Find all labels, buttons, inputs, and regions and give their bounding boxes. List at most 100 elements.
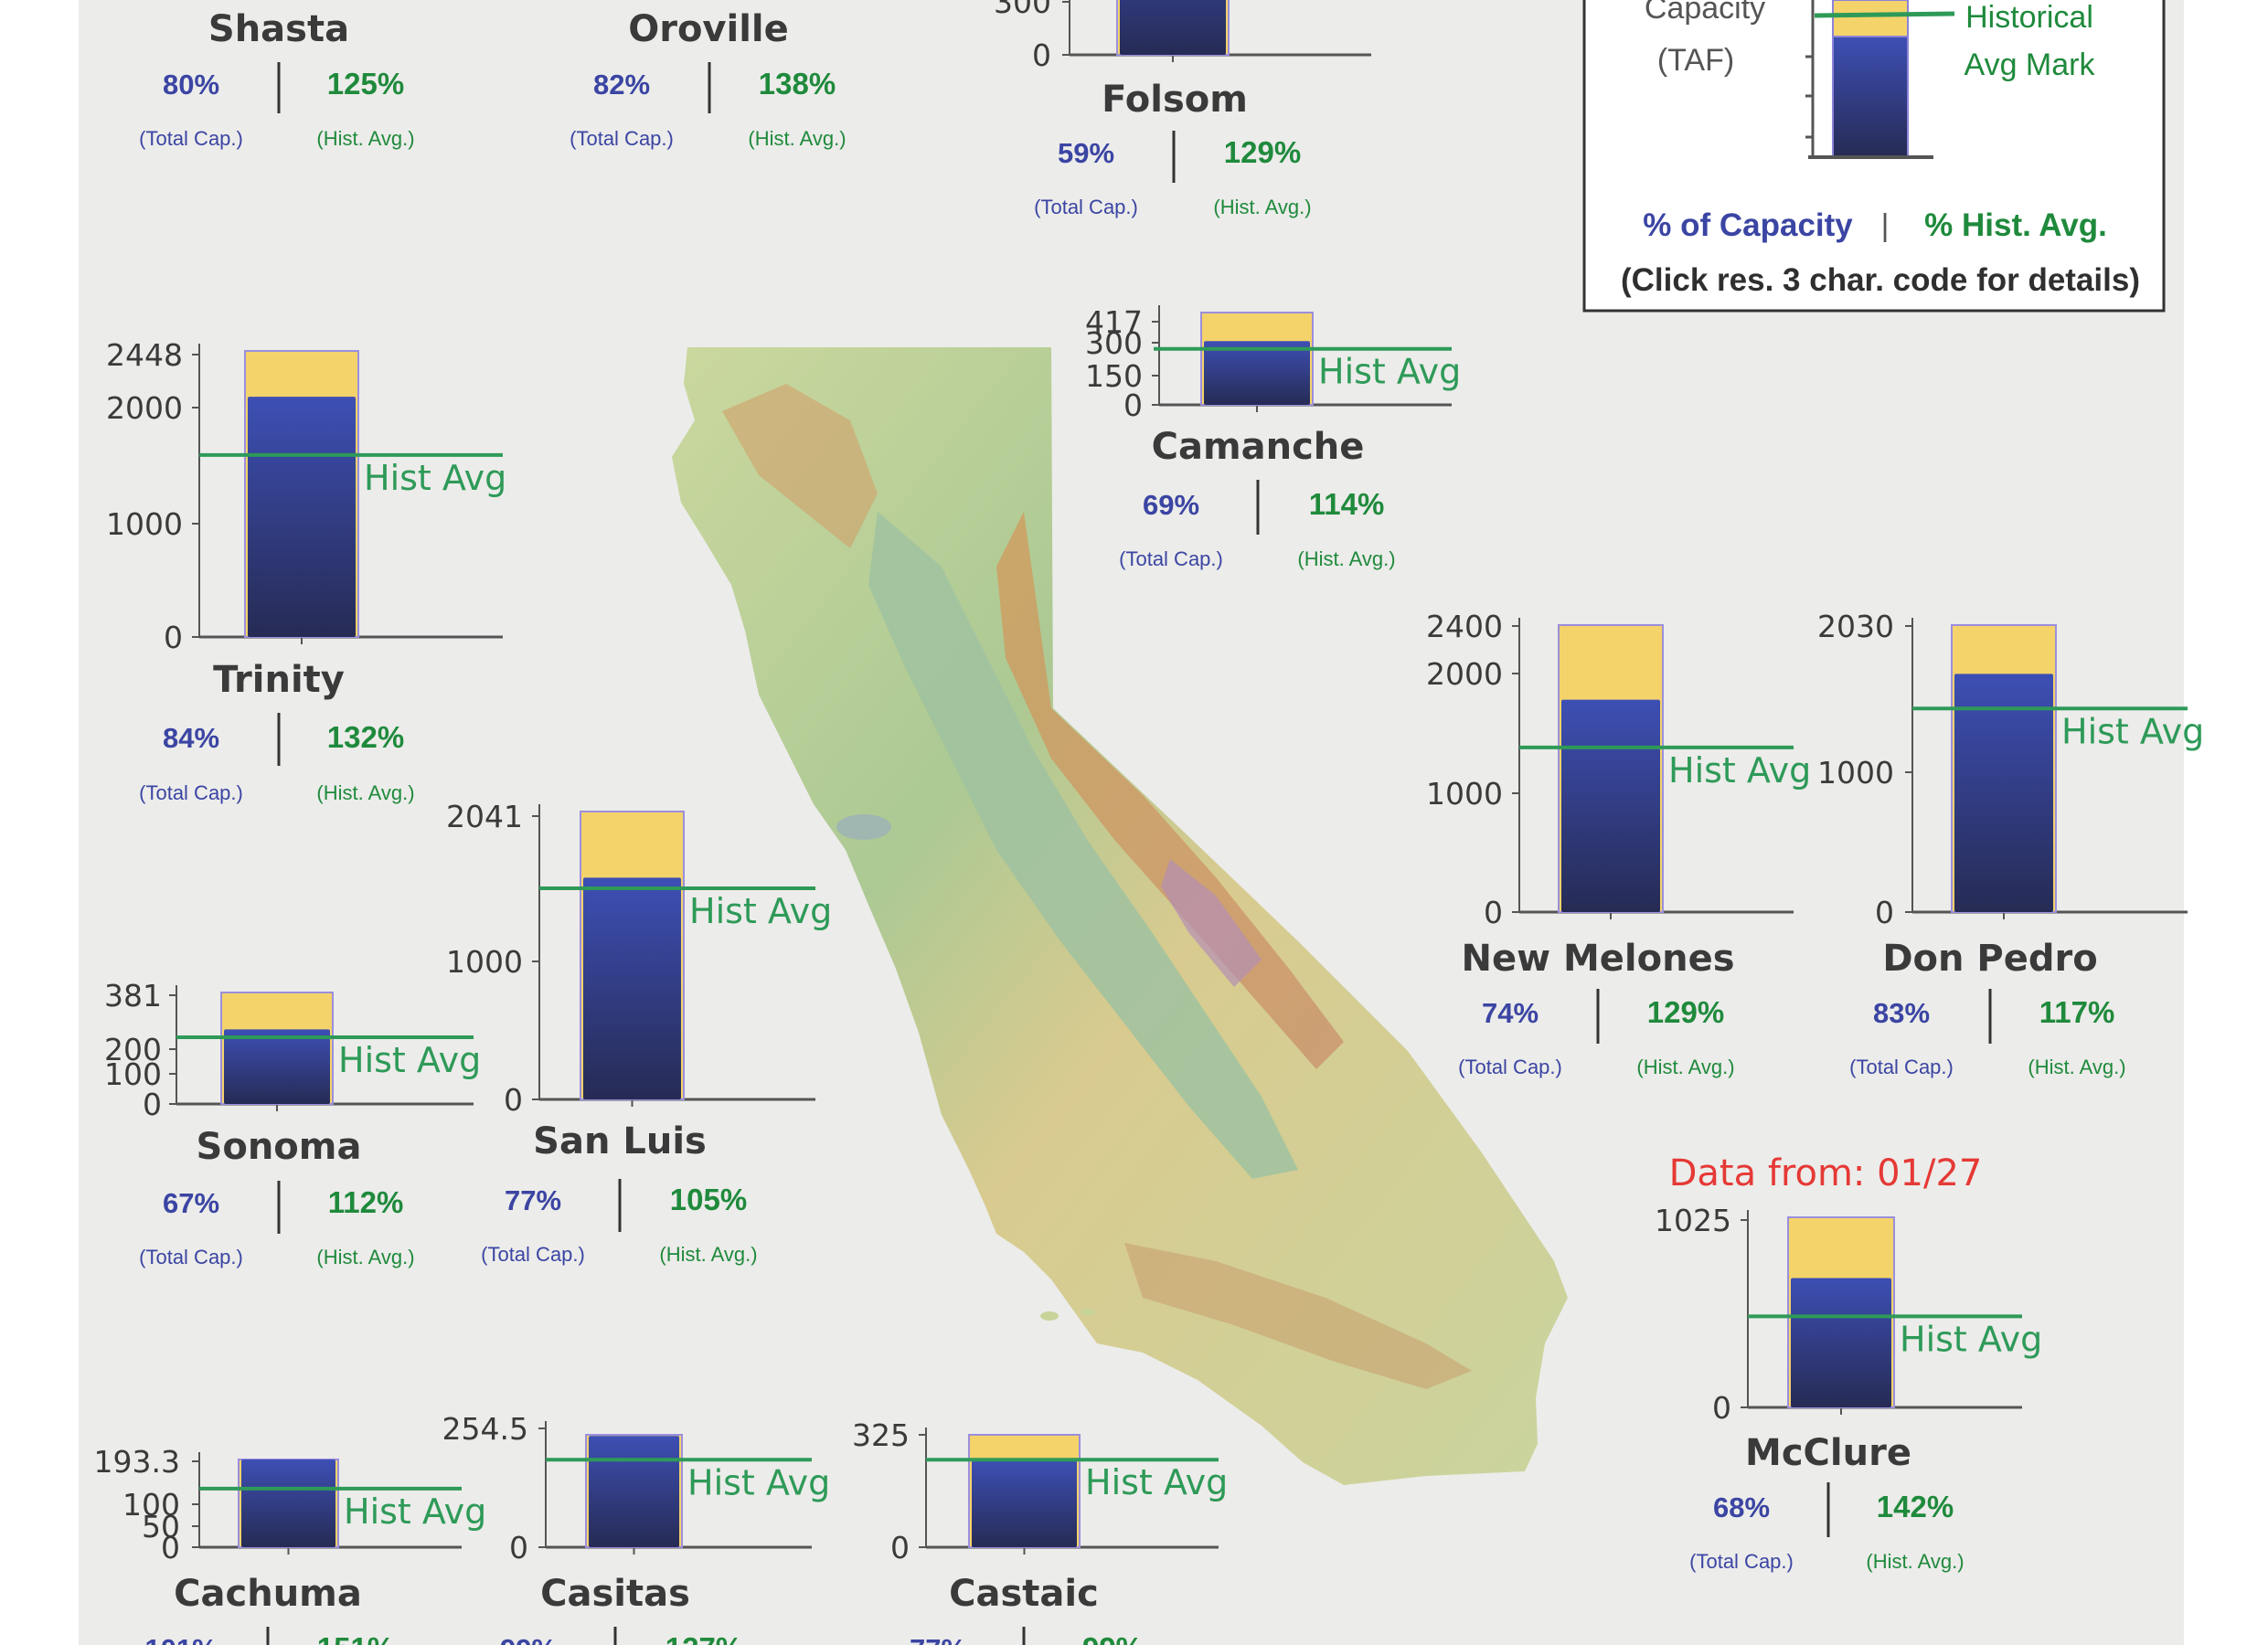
pct-capacity: 69%: [1143, 489, 1199, 521]
y-tick-label: 1000: [106, 506, 183, 542]
reservoir-name: Trinity: [213, 659, 345, 701]
sf-bay: [836, 814, 891, 840]
storage-bar: [1120, 0, 1226, 55]
y-tick-label: 0: [509, 1530, 528, 1565]
pct-hist-avg: 132%: [327, 720, 404, 754]
total-cap-label: (Total Cap.): [570, 127, 674, 150]
hist-avg-sub-label: (Hist. Avg.): [2028, 1056, 2125, 1078]
y-tick-label: 1000: [446, 944, 523, 980]
y-axis: 2041 1000 0: [446, 799, 815, 1118]
legend-pct-capacity: % of Capacity: [1643, 207, 1853, 243]
y-tick-label: 1000: [1817, 755, 1894, 791]
y-tick-label: 100: [122, 1487, 180, 1523]
hist-avg-sub-label: (Hist. Avg.): [316, 1246, 414, 1268]
y-tick-label: 2041: [446, 799, 523, 834]
y-tick-label: 150: [1085, 358, 1143, 394]
y-tick-label: 0: [1484, 895, 1503, 930]
sierra-high: [1161, 859, 1262, 987]
pct-hist-avg: 129%: [1647, 995, 1724, 1029]
y-tick-label: 2000: [106, 390, 183, 426]
reservoir-name: Casitas: [540, 1573, 690, 1615]
storage-bar: [583, 877, 681, 1099]
total-cap-label: (Total Cap.): [1119, 547, 1223, 570]
pct-capacity: 77%: [910, 1633, 966, 1645]
y-tick-label: 0: [143, 1087, 162, 1122]
y-tick-label: 0: [504, 1082, 523, 1118]
pct-capacity: 83%: [1873, 997, 1930, 1029]
hist-avg-sub-label: (Hist. Avg.): [1636, 1056, 1734, 1078]
total-cap-label: (Total Cap.): [1034, 196, 1138, 218]
reservoir-name: Sonoma: [197, 1126, 362, 1168]
y-tick-label: 254.5: [442, 1411, 528, 1447]
reservoir-new-melones: 2400 2000 1000 0 Hist Avg New Melones 74% 129% (…: [1426, 609, 1811, 1078]
legend-avgmark-label: Avg Mark: [1965, 48, 2096, 82]
reservoir-name: McClure: [1745, 1432, 1911, 1474]
storage-bar: [248, 397, 356, 637]
y-tick-label: 0: [1712, 1390, 1731, 1426]
y-tick-label: 300: [1085, 325, 1143, 361]
coast-range: [722, 384, 878, 548]
y-tick-label: 0: [890, 1530, 910, 1565]
hist-avg-sub-label: (Hist. Avg.): [316, 127, 414, 150]
y-tick-label: 2448: [106, 337, 183, 373]
pct-capacity: 80%: [163, 69, 219, 101]
y-tick-label: 417: [1085, 304, 1143, 340]
reservoir-name: New Melones: [1461, 938, 1734, 980]
island: [1040, 1311, 1059, 1321]
hist-avg-sub-label: (Hist. Avg.): [1213, 196, 1311, 218]
hist-avg-label: Hist Avg: [689, 891, 832, 931]
pct-hist-avg: 112%: [328, 1185, 404, 1219]
y-tick-label: 1000: [1426, 776, 1503, 812]
legend-sample-bar: [1805, 0, 1955, 159]
hist-avg-label: Hist Avg: [1085, 1462, 1228, 1502]
pct-hist-avg: 142%: [1877, 1490, 1954, 1523]
y-tick-label: 0: [1123, 387, 1143, 423]
y-tick-label: 200: [104, 1032, 162, 1067]
storage-bar: [1954, 674, 2053, 912]
hist-avg-label: Hist Avg: [338, 1040, 481, 1080]
y-tick-label: 100: [104, 1056, 162, 1092]
storage-bar: [589, 1436, 679, 1547]
y-tick-label: 0: [1032, 37, 1051, 73]
hist-avg-label: Hist Avg: [344, 1491, 486, 1532]
hist-avg-sub-label: (Hist. Avg.): [316, 781, 414, 804]
pct-capacity: 99%: [500, 1633, 557, 1645]
total-cap-label: (Total Cap.): [1458, 1056, 1562, 1078]
sierra-nevada: [996, 512, 1344, 1069]
total-cap-label: (Total Cap.): [139, 1246, 243, 1268]
y-tick-label: 50: [142, 1509, 180, 1544]
hist-avg-label: Hist Avg: [364, 458, 506, 498]
legend: Capacity (TAF) Historical Avg Mark % of …: [1582, 0, 2166, 313]
y-tick-label: 1025: [1655, 1203, 1731, 1238]
reservoir-name: Shasta: [208, 8, 349, 50]
hist-avg-sub-label: (Hist. Avg.): [748, 127, 846, 150]
pct-capacity: 74%: [1482, 997, 1539, 1029]
hist-avg-label: Hist Avg: [1900, 1319, 2042, 1359]
hist-avg-sub-label: (Hist. Avg.): [1297, 547, 1395, 570]
y-tick-label: 2400: [1426, 609, 1503, 644]
storage-bar: [972, 1460, 1077, 1547]
total-cap-label: (Total Cap.): [481, 1243, 585, 1266]
island: [1081, 1309, 1095, 1316]
reservoir-name: Camanche: [1152, 426, 1365, 468]
hist-avg-sub-label: (Hist. Avg.): [659, 1243, 757, 1266]
reservoir-name: Don Pedro: [1882, 938, 2097, 980]
pct-capacity: 67%: [163, 1187, 219, 1219]
reservoir-trinity: 2448 2000 1000 0 Hist Avg Trinity 84% 132% (Tota…: [106, 337, 506, 804]
storage-bar: [224, 1029, 330, 1104]
legend-historical-label: Historical: [1965, 0, 2093, 35]
pct-hist-avg: 117%: [2039, 995, 2115, 1029]
hist-avg-label: Hist Avg: [1668, 750, 1811, 791]
southern-mountains: [1124, 1243, 1472, 1389]
california-map: [672, 347, 1568, 1485]
y-tick-label: 0: [161, 1530, 180, 1565]
